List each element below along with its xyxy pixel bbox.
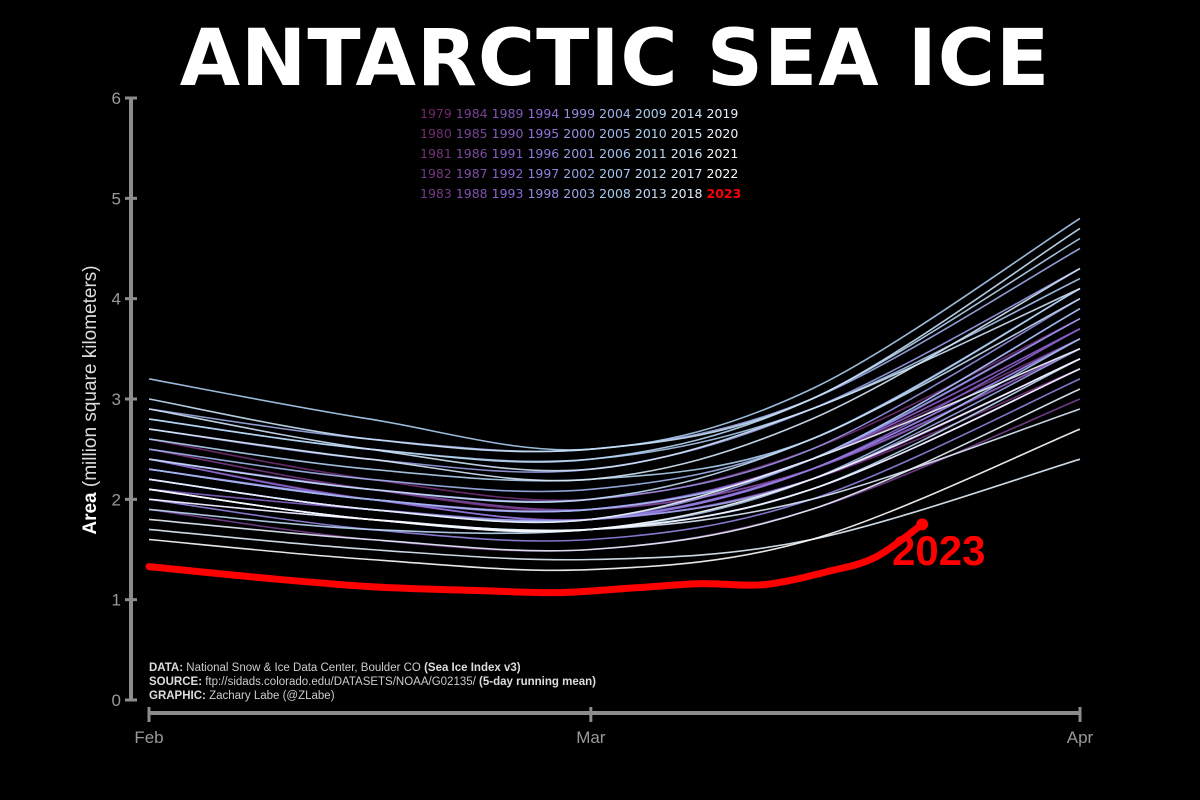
legend-item-1999: 1999 bbox=[563, 106, 596, 121]
legend-item-2020: 2020 bbox=[706, 126, 739, 141]
legend-item-2013: 2013 bbox=[634, 186, 667, 201]
series-line-2019 bbox=[148, 348, 1081, 524]
series-line-2013 bbox=[148, 227, 1081, 453]
legend-item-2018: 2018 bbox=[670, 186, 703, 201]
legend-item-2019: 2019 bbox=[706, 106, 739, 121]
legend-item-2003: 2003 bbox=[563, 186, 596, 201]
credits: DATA: National Snow & Ice Data Center, B… bbox=[149, 661, 596, 703]
legend-item-1998: 1998 bbox=[527, 186, 560, 201]
legend-item-1979: 1979 bbox=[420, 106, 452, 121]
legend-item-2006: 2006 bbox=[599, 146, 631, 161]
legend-item-2010: 2010 bbox=[634, 126, 667, 141]
chart-title: ANTARCTIC SEA ICE bbox=[179, 14, 1051, 104]
legend-item-1984: 1984 bbox=[455, 106, 488, 121]
series-line-2007 bbox=[148, 277, 1081, 463]
legend-item-1982: 1982 bbox=[420, 166, 452, 181]
legend-item-1989: 1989 bbox=[491, 106, 524, 121]
credit-source: SOURCE: ftp://sidads.colorado.edu/DATASE… bbox=[149, 676, 596, 688]
series-line-2010 bbox=[148, 237, 1081, 463]
legend-item-1996: 1996 bbox=[527, 146, 560, 161]
series-line-2017 bbox=[148, 458, 1081, 561]
legend-item-2016: 2016 bbox=[670, 146, 703, 161]
x-tick-label: Feb bbox=[134, 728, 163, 747]
legend-item-1983: 1983 bbox=[420, 186, 452, 201]
legend-item-2017: 2017 bbox=[670, 166, 703, 181]
credit-graphic: GRAPHIC: Zachary Labe (@ZLabe) bbox=[149, 690, 335, 702]
legend-item-1997: 1997 bbox=[527, 166, 560, 181]
legend-item-1993: 1993 bbox=[491, 186, 524, 201]
axes: 0 1 2 3 4 5 6 Feb Mar Apr bbox=[112, 89, 1094, 747]
y-tick-label: 3 bbox=[112, 390, 121, 409]
y-tick-label: 5 bbox=[112, 189, 121, 208]
series-endpoint-2023 bbox=[916, 518, 929, 531]
legend-item-1980: 1980 bbox=[420, 126, 452, 141]
legend-item-1986: 1986 bbox=[455, 146, 488, 161]
legend-item-2007: 2007 bbox=[599, 166, 631, 181]
series-line-2005 bbox=[148, 308, 1081, 513]
legend-item-1990: 1990 bbox=[491, 126, 524, 141]
series-line-1997 bbox=[148, 378, 1081, 542]
series-line-2009 bbox=[148, 287, 1081, 482]
series-line-1989 bbox=[148, 328, 1081, 513]
legend-item-2014: 2014 bbox=[670, 106, 703, 121]
legend-item-2000: 2000 bbox=[563, 126, 596, 141]
y-axis-label-units: (million square kilometers) bbox=[80, 265, 101, 488]
x-tick-label: Mar bbox=[576, 728, 606, 747]
y-tick-label: 0 bbox=[112, 691, 121, 710]
legend-item-2012: 2012 bbox=[634, 166, 667, 181]
series-line-2001 bbox=[148, 267, 1081, 473]
series-line-2012 bbox=[148, 297, 1081, 504]
legend-item-2011: 2011 bbox=[634, 146, 667, 161]
series-lines bbox=[148, 217, 1081, 572]
x-tick-label: Apr bbox=[1067, 728, 1094, 747]
legend-item-2002: 2002 bbox=[563, 166, 596, 181]
legend-item-2015: 2015 bbox=[670, 126, 703, 141]
highlight-series bbox=[145, 518, 929, 597]
series-line-2023 bbox=[145, 520, 926, 597]
series-line-2015 bbox=[148, 267, 1081, 482]
legend-item-1981: 1981 bbox=[420, 146, 452, 161]
legend-item-1995: 1995 bbox=[527, 126, 560, 141]
legend-item-2023: 2023 bbox=[706, 186, 742, 201]
y-tick-label: 6 bbox=[112, 89, 121, 108]
y-axis-label: Area (million square kilometers) bbox=[80, 265, 102, 534]
legend-item-1988: 1988 bbox=[455, 186, 488, 201]
legend-item-1991: 1991 bbox=[491, 146, 524, 161]
legend-item-2008: 2008 bbox=[599, 186, 631, 201]
legend-item-2004: 2004 bbox=[599, 106, 631, 121]
series-line-2014 bbox=[148, 287, 1081, 472]
legend-item-1987: 1987 bbox=[455, 166, 488, 181]
legend-item-2021: 2021 bbox=[706, 146, 739, 161]
y-tick-label: 4 bbox=[112, 290, 121, 309]
series-line-2021 bbox=[148, 358, 1081, 533]
series-line-2022 bbox=[148, 428, 1081, 572]
year-legend: 1979 1984 1989 1994 1999 2004 2009 2014 2019 1980… bbox=[420, 105, 741, 202]
series-line-2018 bbox=[148, 388, 1081, 552]
y-tick-label: 1 bbox=[112, 591, 121, 610]
highlight-year-label: 2023 bbox=[892, 527, 986, 574]
legend-item-2005: 2005 bbox=[599, 126, 631, 141]
legend-item-1994: 1994 bbox=[527, 106, 560, 121]
y-tick-label: 2 bbox=[112, 490, 121, 509]
series-line-1985 bbox=[148, 328, 1081, 513]
legend-item-1985: 1985 bbox=[455, 126, 488, 141]
credit-data: DATA: National Snow & Ice Data Center, B… bbox=[149, 662, 521, 674]
legend-item-1992: 1992 bbox=[491, 166, 524, 181]
legend-item-2001: 2001 bbox=[563, 146, 596, 161]
legend-item-2009: 2009 bbox=[634, 106, 667, 121]
legend-item-2022: 2022 bbox=[706, 166, 739, 181]
y-axis-label-bold: Area bbox=[80, 492, 101, 535]
